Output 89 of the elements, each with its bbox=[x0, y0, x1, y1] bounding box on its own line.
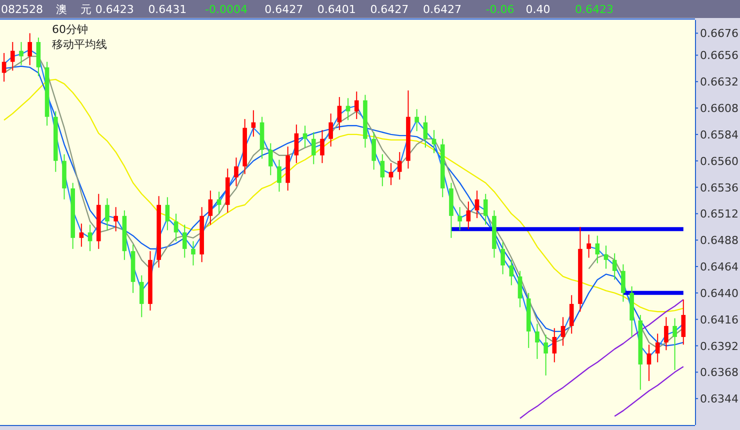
candlestick bbox=[105, 198, 110, 231]
candlestick bbox=[535, 323, 540, 360]
candlestick bbox=[560, 316, 566, 346]
y-tick-label: 0.6392 bbox=[700, 340, 738, 353]
candlestick bbox=[569, 294, 574, 334]
line-series bbox=[614, 366, 684, 417]
candlestick bbox=[320, 130, 324, 164]
candlestick bbox=[621, 264, 626, 302]
y-tick-label: 0.6676 bbox=[700, 27, 738, 40]
y-tick-label: 0.6512 bbox=[700, 208, 738, 221]
y-tick-label: 0.6440 bbox=[700, 286, 738, 300]
candlestick bbox=[586, 234, 591, 258]
candlestick bbox=[672, 318, 677, 370]
text: 0.6427 bbox=[264, 3, 304, 16]
candlestick bbox=[681, 299, 686, 346]
text: 0.6431 bbox=[148, 3, 187, 16]
text: 082528 bbox=[1, 3, 43, 16]
line-series bbox=[519, 298, 684, 419]
candlestick bbox=[268, 142, 273, 176]
text: -0.0004 bbox=[205, 3, 248, 16]
y-tick-label: 0.6344 bbox=[700, 392, 738, 406]
candlestick bbox=[500, 242, 505, 275]
text: 0.6401 bbox=[317, 3, 356, 16]
text: 0.6427 bbox=[423, 3, 462, 16]
candlestick bbox=[328, 113, 333, 148]
candlestick bbox=[251, 110, 256, 138]
y-tick-label: 0.6632 bbox=[700, 76, 738, 89]
y-tick-label: 0.6608 bbox=[700, 102, 738, 116]
candlestick bbox=[655, 333, 660, 363]
candlestick bbox=[612, 252, 617, 280]
candlestick bbox=[208, 190, 213, 226]
candlestick bbox=[509, 259, 514, 286]
candlestick bbox=[423, 115, 428, 148]
candlestick bbox=[114, 206, 118, 232]
candlestick bbox=[139, 274, 144, 318]
candlestick bbox=[483, 193, 488, 226]
candlestick bbox=[414, 108, 419, 132]
y-tick-label: 0.6488 bbox=[700, 234, 738, 248]
text: 元 bbox=[80, 3, 92, 16]
candlestick bbox=[595, 235, 600, 264]
candlestick bbox=[664, 316, 668, 351]
candlestick bbox=[216, 191, 222, 214]
candlestick bbox=[397, 152, 402, 180]
candlestick bbox=[79, 223, 84, 248]
candlestick bbox=[88, 224, 92, 252]
candlestick bbox=[19, 42, 24, 66]
candlestick bbox=[191, 240, 196, 266]
candlestick bbox=[552, 328, 557, 363]
text: 0.6423 bbox=[575, 3, 614, 16]
candlestick bbox=[294, 124, 299, 164]
text: 澳 bbox=[56, 3, 67, 16]
candlestick bbox=[372, 132, 376, 170]
candlestick bbox=[277, 159, 282, 192]
y-tick-label: 0.6536 bbox=[700, 181, 738, 194]
candlestick bbox=[234, 157, 238, 187]
line-series bbox=[3, 78, 684, 312]
candlestick bbox=[311, 132, 316, 165]
candlestick bbox=[604, 245, 608, 270]
y-tick-label: 0.6416 bbox=[700, 313, 738, 326]
text: -0.06 bbox=[486, 3, 514, 16]
chart-title: 60分钟 bbox=[52, 23, 88, 36]
y-tick-label: 0.6584 bbox=[700, 128, 738, 142]
y-tick-label: 0.6656 bbox=[700, 49, 738, 62]
text: 0.6423 bbox=[95, 3, 134, 16]
candlestick bbox=[174, 213, 178, 242]
candlestick bbox=[302, 125, 308, 148]
candlestick bbox=[346, 98, 350, 121]
text: 0.6427 bbox=[370, 3, 409, 16]
candlestick bbox=[165, 196, 170, 231]
candlestick bbox=[28, 32, 32, 66]
candlestick bbox=[544, 334, 548, 376]
y-tick-label: 0.6368 bbox=[700, 366, 738, 380]
candlestick bbox=[388, 162, 394, 186]
candlestick bbox=[380, 154, 385, 187]
y-tick-label: 0.6464 bbox=[700, 260, 738, 274]
y-tick-label: 0.6560 bbox=[700, 154, 738, 168]
candlestick bbox=[458, 206, 462, 231]
candlestick bbox=[466, 201, 471, 230]
candlestick bbox=[474, 190, 480, 219]
candlestick bbox=[432, 130, 436, 154]
candlestick bbox=[354, 91, 359, 120]
candlestick bbox=[646, 344, 652, 382]
candlestick bbox=[2, 52, 6, 82]
text: 0.40 bbox=[526, 3, 550, 16]
candlestick bbox=[518, 270, 522, 308]
candlestick bbox=[10, 42, 15, 72]
text: 移动平均线 bbox=[52, 38, 107, 51]
candlestick bbox=[337, 96, 342, 131]
candlestick bbox=[182, 224, 187, 258]
